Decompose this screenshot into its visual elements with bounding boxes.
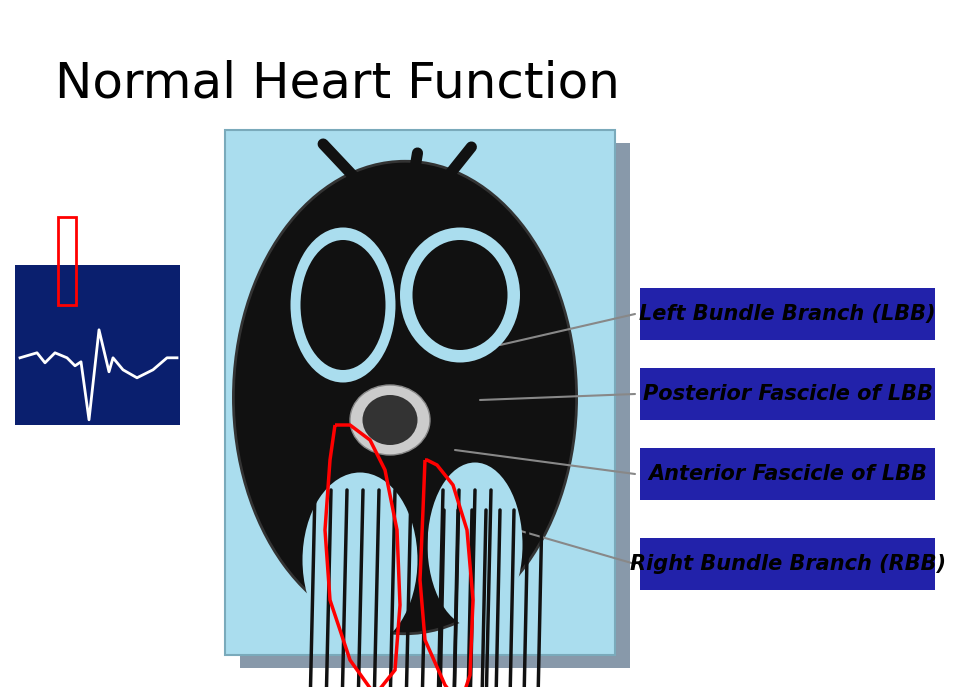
Ellipse shape bbox=[291, 227, 396, 383]
Bar bbox=[58, 217, 76, 305]
Bar bbox=[640, 448, 935, 500]
Ellipse shape bbox=[350, 385, 430, 455]
Ellipse shape bbox=[233, 161, 577, 633]
Bar bbox=[640, 288, 935, 340]
Ellipse shape bbox=[400, 227, 520, 363]
Ellipse shape bbox=[413, 240, 508, 350]
Bar bbox=[225, 130, 615, 655]
Ellipse shape bbox=[300, 240, 386, 370]
Text: Anterior Fascicle of LBB: Anterior Fascicle of LBB bbox=[648, 464, 927, 484]
Text: Right Bundle Branch (RBB): Right Bundle Branch (RBB) bbox=[630, 554, 946, 574]
Text: Normal Heart Function: Normal Heart Function bbox=[55, 60, 620, 108]
Text: Posterior Fascicle of LBB: Posterior Fascicle of LBB bbox=[642, 384, 932, 404]
Bar bbox=[240, 143, 630, 668]
Bar bbox=[640, 368, 935, 420]
Ellipse shape bbox=[427, 462, 522, 627]
Bar bbox=[640, 538, 935, 590]
Text: Left Bundle Branch (LBB): Left Bundle Branch (LBB) bbox=[639, 304, 936, 324]
Ellipse shape bbox=[363, 395, 418, 445]
Ellipse shape bbox=[302, 473, 418, 648]
Bar bbox=[15, 265, 180, 425]
